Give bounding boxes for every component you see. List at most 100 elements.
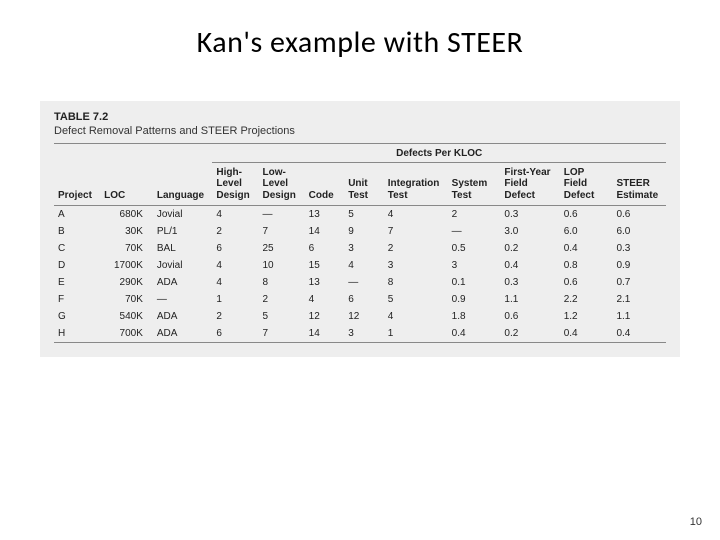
- cell-loc: 1700K: [100, 257, 153, 274]
- table-row: B30KPL/1271497—3.06.06.0: [54, 223, 666, 240]
- cell-hld: 4: [212, 206, 258, 224]
- cell-steer: 1.1: [612, 308, 666, 325]
- cell-language: —: [153, 291, 212, 308]
- cell-integ: 5: [384, 291, 448, 308]
- col-code: Code: [305, 162, 345, 206]
- cell-integ: 4: [384, 308, 448, 325]
- cell-lld: 7: [259, 223, 305, 240]
- cell-code: 4: [305, 291, 345, 308]
- cell-hld: 4: [212, 257, 258, 274]
- cell-lopfd: 0.8: [560, 257, 613, 274]
- cell-hld: 6: [212, 325, 258, 343]
- cell-unit: 4: [344, 257, 384, 274]
- cell-lopfd: 0.6: [560, 274, 613, 291]
- cell-hld: 6: [212, 240, 258, 257]
- cell-fyfd: 0.3: [500, 206, 559, 224]
- cell-code: 6: [305, 240, 345, 257]
- col-steer: STEER Estimate: [612, 162, 666, 206]
- cell-hld: 2: [212, 308, 258, 325]
- table-caption: Defect Removal Patterns and STEER Projec…: [54, 125, 666, 137]
- cell-lopfd: 1.2: [560, 308, 613, 325]
- cell-unit: —: [344, 274, 384, 291]
- cell-unit: 9: [344, 223, 384, 240]
- cell-code: 15: [305, 257, 345, 274]
- cell-steer: 6.0: [612, 223, 666, 240]
- cell-project: H: [54, 325, 100, 343]
- cell-fyfd: 3.0: [500, 223, 559, 240]
- cell-loc: 680K: [100, 206, 153, 224]
- group-header-row: Defects Per KLOC: [54, 144, 666, 163]
- cell-language: ADA: [153, 274, 212, 291]
- cell-language: ADA: [153, 308, 212, 325]
- cell-lld: 2: [259, 291, 305, 308]
- cell-lld: —: [259, 206, 305, 224]
- cell-code: 13: [305, 274, 345, 291]
- group-header: Defects Per KLOC: [212, 144, 666, 163]
- cell-fyfd: 1.1: [500, 291, 559, 308]
- cell-project: F: [54, 291, 100, 308]
- cell-language: Jovial: [153, 206, 212, 224]
- cell-loc: 540K: [100, 308, 153, 325]
- cell-unit: 5: [344, 206, 384, 224]
- cell-fyfd: 0.2: [500, 325, 559, 343]
- column-header-row: Project LOC Language High- Level Design …: [54, 162, 666, 206]
- table-head: Defects Per KLOC Project LOC Language Hi…: [54, 144, 666, 206]
- cell-lopfd: 6.0: [560, 223, 613, 240]
- table-row: F70K—124650.91.12.22.1: [54, 291, 666, 308]
- cell-system: 0.4: [448, 325, 501, 343]
- cell-unit: 6: [344, 291, 384, 308]
- col-lld: Low- Level Design: [259, 162, 305, 206]
- cell-fyfd: 0.3: [500, 274, 559, 291]
- cell-system: 3: [448, 257, 501, 274]
- cell-code: 12: [305, 308, 345, 325]
- cell-system: —: [448, 223, 501, 240]
- cell-lopfd: 0.4: [560, 325, 613, 343]
- cell-unit: 12: [344, 308, 384, 325]
- cell-system: 0.5: [448, 240, 501, 257]
- cell-language: BAL: [153, 240, 212, 257]
- cell-steer: 0.3: [612, 240, 666, 257]
- cell-integ: 1: [384, 325, 448, 343]
- cell-code: 14: [305, 325, 345, 343]
- table-row: D1700KJovial410154330.40.80.9: [54, 257, 666, 274]
- table-row: A680KJovial4—135420.30.60.6: [54, 206, 666, 224]
- cell-fyfd: 0.4: [500, 257, 559, 274]
- cell-lopfd: 0.4: [560, 240, 613, 257]
- cell-loc: 700K: [100, 325, 153, 343]
- table-row: C70KBAL6256320.50.20.40.3: [54, 240, 666, 257]
- col-system: System Test: [448, 162, 501, 206]
- cell-steer: 0.7: [612, 274, 666, 291]
- table-row: G540KADA25121241.80.61.21.1: [54, 308, 666, 325]
- cell-project: E: [54, 274, 100, 291]
- cell-integ: 4: [384, 206, 448, 224]
- cell-loc: 290K: [100, 274, 153, 291]
- cell-code: 13: [305, 206, 345, 224]
- table-body: A680KJovial4—135420.30.60.6B30KPL/127149…: [54, 206, 666, 343]
- table-row: H700KADA6714310.40.20.40.4: [54, 325, 666, 343]
- slide: Kan's example with STEER TABLE 7.2 Defec…: [0, 0, 720, 540]
- cell-integ: 8: [384, 274, 448, 291]
- cell-language: Jovial: [153, 257, 212, 274]
- cell-code: 14: [305, 223, 345, 240]
- cell-hld: 1: [212, 291, 258, 308]
- slide-title: Kan's example with STEER: [40, 24, 680, 61]
- cell-project: D: [54, 257, 100, 274]
- data-table: Defects Per KLOC Project LOC Language Hi…: [54, 143, 666, 343]
- cell-steer: 2.1: [612, 291, 666, 308]
- col-integ: Integration Test: [384, 162, 448, 206]
- cell-lld: 10: [259, 257, 305, 274]
- cell-steer: 0.6: [612, 206, 666, 224]
- cell-lld: 7: [259, 325, 305, 343]
- cell-lld: 8: [259, 274, 305, 291]
- col-language: Language: [153, 162, 212, 206]
- col-lopfd: LOP Field Defect: [560, 162, 613, 206]
- cell-integ: 2: [384, 240, 448, 257]
- cell-unit: 3: [344, 240, 384, 257]
- cell-lld: 5: [259, 308, 305, 325]
- cell-loc: 30K: [100, 223, 153, 240]
- cell-loc: 70K: [100, 240, 153, 257]
- cell-lopfd: 0.6: [560, 206, 613, 224]
- col-project: Project: [54, 162, 100, 206]
- col-unit: Unit Test: [344, 162, 384, 206]
- cell-lopfd: 2.2: [560, 291, 613, 308]
